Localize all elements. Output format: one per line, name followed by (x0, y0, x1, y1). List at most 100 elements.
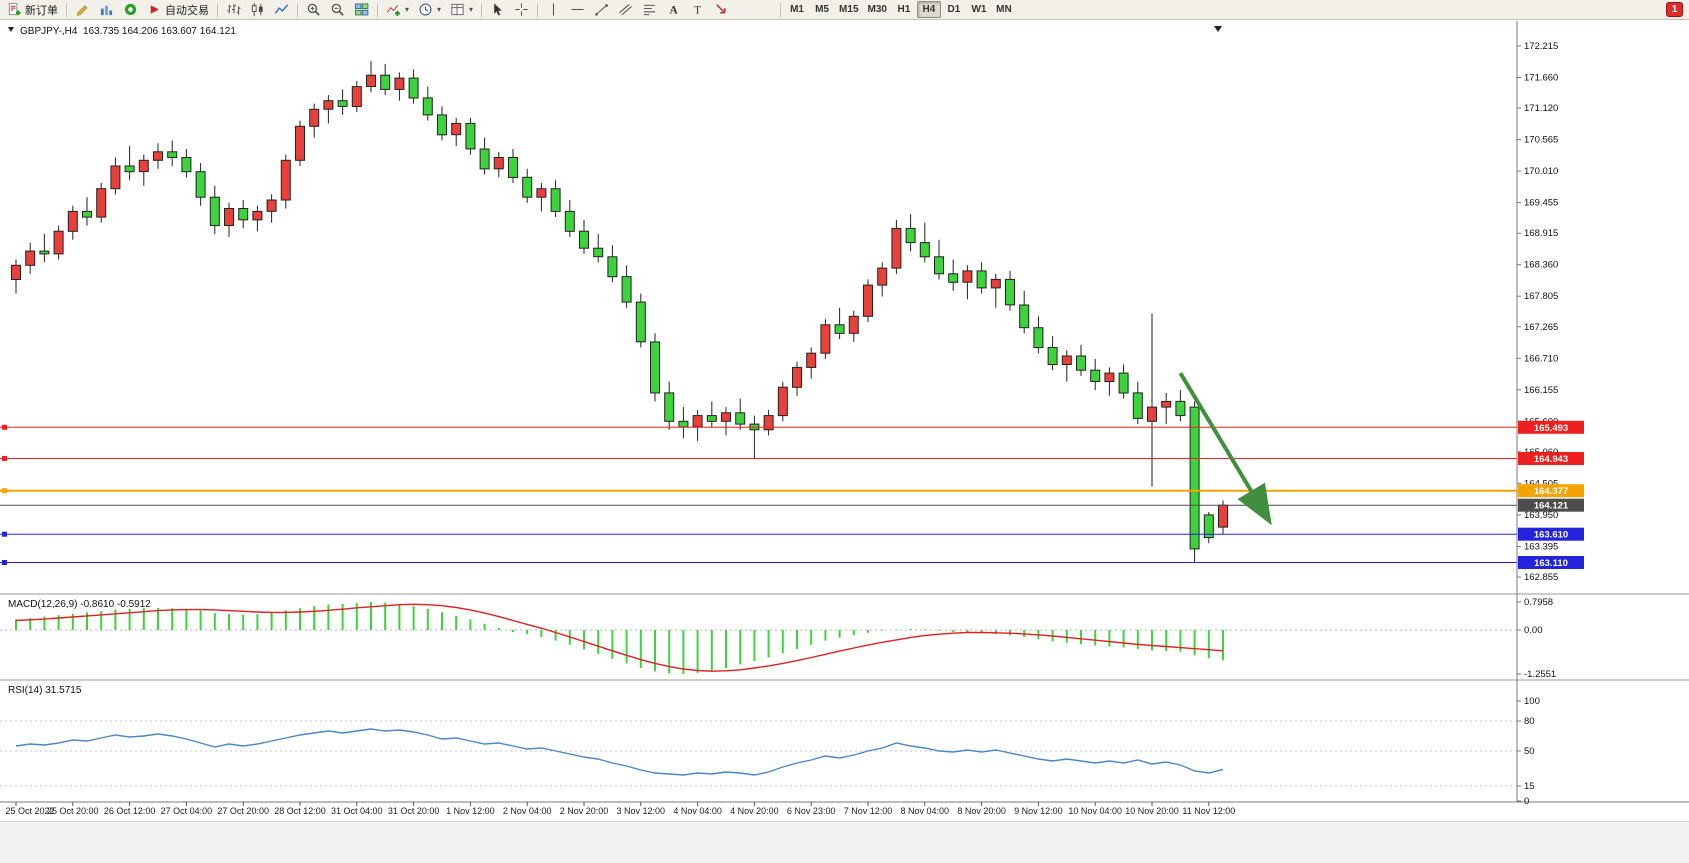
rsi-line (15, 728, 1224, 776)
svg-text:164.943: 164.943 (1534, 454, 1568, 465)
cursor-button[interactable] (486, 1, 509, 19)
text-icon: A (666, 2, 681, 17)
time-axis-label: 8 Nov 04:00 (901, 806, 950, 816)
line-handle (2, 456, 7, 461)
time-axis-label: 11 Nov 12:00 (1182, 806, 1235, 816)
bar-chart-button[interactable] (222, 1, 245, 19)
trendline-icon (594, 2, 609, 17)
chart-ohlc-info: GBPJPY-,H4 163.735 164.206 163.607 164.1… (20, 26, 236, 37)
price-axis-label: 168.915 (1524, 228, 1558, 239)
autotrading-icon (147, 2, 162, 17)
arrows-button[interactable] (710, 1, 733, 19)
fibonacci-button[interactable] (638, 1, 661, 19)
dropdown-arrow-icon[interactable]: ▾ (469, 5, 474, 14)
text-button[interactable]: A (662, 1, 685, 19)
time-axis-label: 7 Nov 12:00 (844, 806, 893, 816)
pencil-icon (75, 2, 90, 17)
timeframe-m5-button[interactable]: M5 (815, 4, 829, 15)
price-axis-label: 168.360 (1524, 260, 1558, 271)
price-axis-label: 171.660 (1524, 73, 1558, 84)
time-axis-label: 28 Oct 12:00 (274, 806, 326, 816)
timeframe-m15-button[interactable]: M15 (839, 4, 859, 15)
macd-signal-line (15, 603, 1224, 672)
price-axis-label: 167.805 (1524, 291, 1558, 302)
new-order-icon (7, 2, 22, 17)
time-axis-label: 27 Oct 20:00 (217, 806, 269, 816)
time-axis-label: 4 Nov 20:00 (730, 806, 779, 816)
rsi-axis-label: 50 (1524, 746, 1535, 757)
line-handle (2, 488, 7, 494)
toolbar-separator (297, 2, 298, 17)
periods-button[interactable]: ▾ (414, 1, 445, 19)
candlestick-button[interactable] (246, 1, 269, 19)
price-axis-label: 166.155 (1524, 385, 1558, 396)
toolbar-separator (217, 2, 218, 17)
autotrading-button[interactable]: 自动交易 (143, 1, 213, 19)
line-chart-button[interactable] (270, 1, 293, 19)
macd-label: MACD(12,26,9) -0.8610 -0.5912 (8, 599, 151, 610)
price-axis-label: 171.120 (1524, 103, 1558, 114)
time-axis-label: 26 Oct 12:00 (104, 806, 156, 816)
market-watch-button[interactable] (95, 1, 118, 19)
rsi-axis-label: 80 (1524, 716, 1535, 727)
autotrading-button-label: 自动交易 (165, 4, 209, 17)
time-axis-label: 31 Oct 20:00 (388, 806, 440, 816)
macd-panel: MACD(12,26,9) -0.8610 -0.5912 0.7958 0.00 -… (0, 597, 1556, 680)
timeframe-d1-button[interactable]: D1 (947, 4, 961, 15)
price-badge (1518, 420, 1584, 434)
text-label-button[interactable]: T (686, 1, 709, 19)
crosshair-button[interactable] (510, 1, 533, 19)
trendline-button[interactable] (590, 1, 613, 19)
notification-badge[interactable]: 1 (1666, 2, 1683, 17)
bar-chart-icon (226, 2, 241, 17)
price-badge (1518, 498, 1584, 512)
templates-button[interactable]: ▾ (446, 1, 477, 19)
indicators-button[interactable]: ▾ (382, 1, 413, 19)
svg-text:164.121: 164.121 (1534, 501, 1569, 512)
price-badge (1518, 527, 1584, 541)
timeframe-mn-button[interactable]: MN (996, 4, 1012, 15)
rsi-label: RSI(14) 31.5715 (8, 685, 82, 696)
toolbar-separator (537, 2, 539, 17)
svg-text:163.610: 163.610 (1534, 530, 1568, 541)
time-axis-label: 6 Nov 23:00 (787, 806, 836, 816)
horizontal-lines[interactable] (0, 424, 1517, 565)
cursor-icon (490, 2, 505, 17)
new-order-button-label: 新订单 (25, 4, 58, 17)
vertical-line-button[interactable] (542, 1, 565, 19)
timeframe-m30-button[interactable]: M30 (867, 4, 887, 15)
macd-axis-label: -1.2551 (1524, 669, 1556, 680)
price-axis-label: 170.010 (1524, 166, 1558, 177)
price-axis-label: 169.455 (1524, 198, 1558, 209)
dropdown-arrow-icon[interactable]: ▾ (405, 5, 410, 14)
chart-window[interactable]: 172.215 171.660 171.120 170.565 170.010 169.4… (0, 21, 1689, 821)
metaeditor-button[interactable] (71, 1, 94, 19)
zoom-out-button[interactable] (326, 1, 349, 19)
price-axis-label: 163.950 (1524, 510, 1558, 521)
data-window-icon (123, 2, 138, 17)
chart-header: GBPJPY-,H4 163.735 164.206 163.607 164.1… (8, 26, 236, 37)
zoom-in-button[interactable] (302, 1, 325, 19)
timeframe-w1-button[interactable]: W1 (971, 4, 987, 15)
tile-windows-icon (354, 2, 369, 17)
channel-button[interactable] (614, 1, 637, 19)
price-badge (1518, 484, 1584, 498)
timeframe-h1-button[interactable]: H1 (897, 4, 911, 15)
line-chart-icon (274, 2, 289, 17)
candlestick-icon (250, 2, 265, 17)
timeframe-m1-button[interactable]: M1 (790, 4, 804, 15)
time-axis-label: 1 Nov 12:00 (446, 806, 495, 816)
new-order-button[interactable]: 新订单 (3, 1, 62, 19)
price-axis-label: 162.855 (1524, 572, 1558, 583)
time-axis-label: 9 Nov 12:00 (1014, 806, 1063, 816)
line-handle (2, 531, 7, 537)
chart-shift-marker[interactable] (1214, 26, 1222, 32)
price-chart-canvas[interactable]: 172.215 171.660 171.120 170.565 170.010 169.4… (0, 21, 1689, 821)
trend-arrow[interactable] (1178, 372, 1272, 526)
horizontal-line-button[interactable] (566, 1, 589, 19)
timeframe-h4-button[interactable]: H4 (916, 1, 941, 18)
time-axis-label: 25 Oct 2022 (5, 806, 54, 816)
data-window-button[interactable] (119, 1, 142, 19)
dropdown-arrow-icon[interactable]: ▾ (437, 5, 442, 14)
tile-windows-button[interactable] (350, 1, 373, 19)
